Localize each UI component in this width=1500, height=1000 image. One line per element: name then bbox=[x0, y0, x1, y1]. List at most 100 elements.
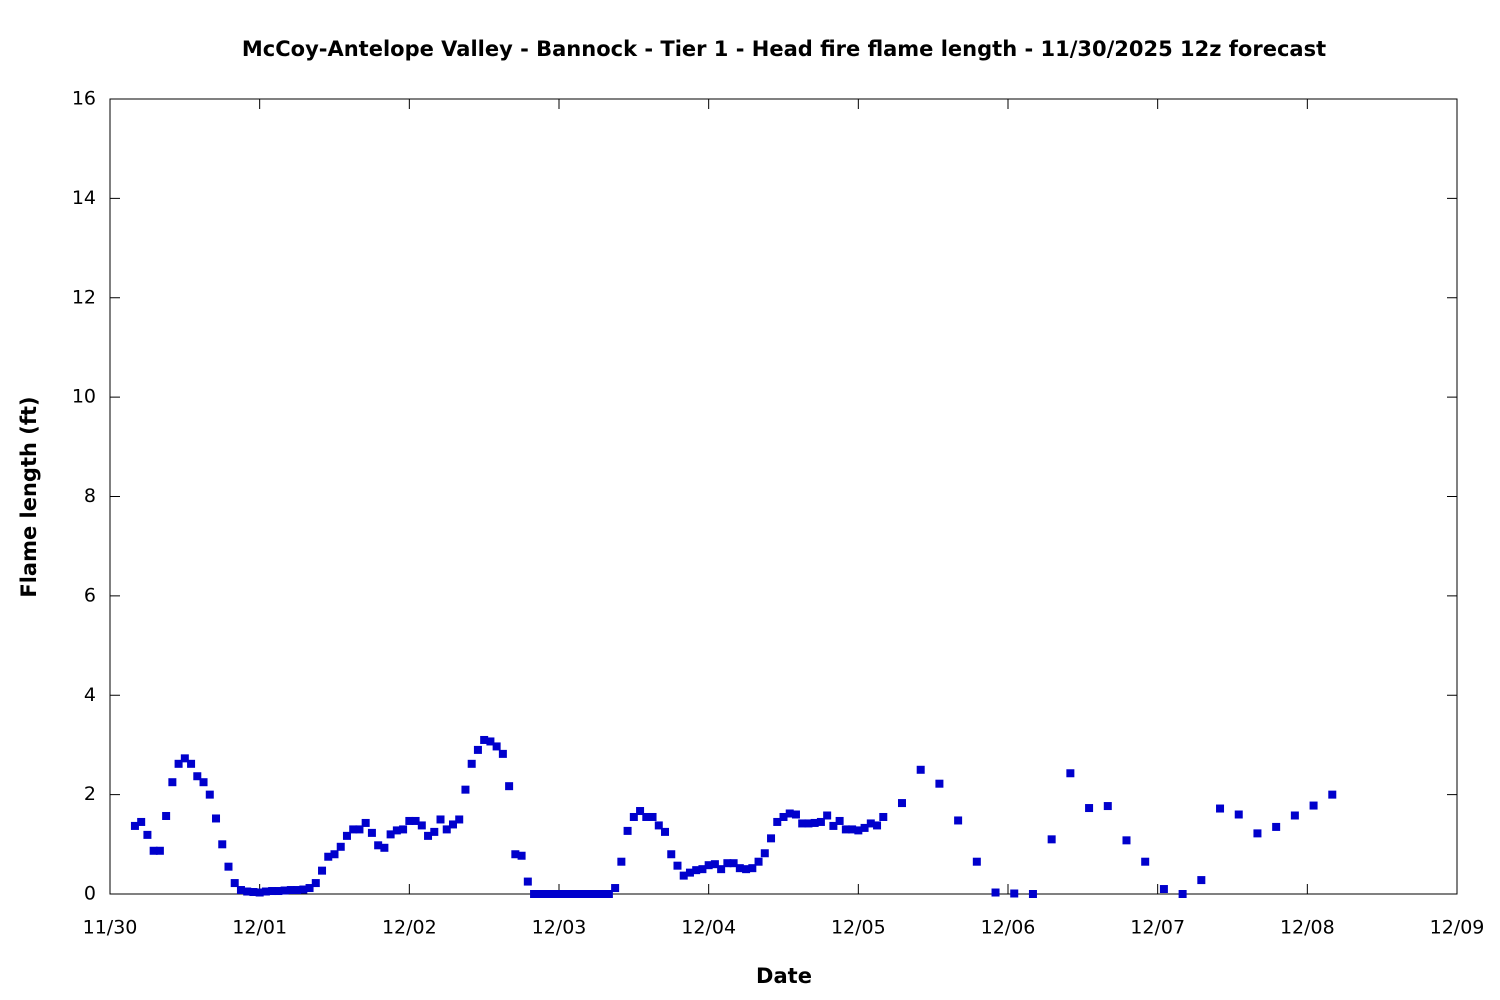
point bbox=[804, 819, 813, 828]
point bbox=[704, 861, 713, 870]
point bbox=[1234, 810, 1243, 819]
point bbox=[729, 859, 738, 868]
point bbox=[162, 811, 171, 820]
point bbox=[698, 865, 707, 874]
x-axis-label: Date bbox=[756, 964, 812, 988]
point bbox=[623, 826, 632, 835]
point bbox=[293, 886, 302, 895]
point bbox=[1141, 857, 1150, 866]
point bbox=[561, 890, 570, 898]
y-tick-label: 14 bbox=[72, 187, 96, 209]
point bbox=[767, 834, 776, 843]
point bbox=[205, 790, 214, 799]
point bbox=[1272, 822, 1281, 831]
y-tick-label: 8 bbox=[84, 485, 96, 507]
point bbox=[1290, 811, 1299, 820]
point bbox=[311, 879, 320, 888]
point bbox=[848, 825, 857, 834]
point bbox=[467, 759, 476, 768]
point bbox=[654, 821, 663, 830]
point bbox=[717, 865, 726, 874]
point bbox=[1122, 836, 1131, 845]
y-axis-label: Flame length (ft) bbox=[17, 396, 41, 597]
point bbox=[386, 830, 395, 839]
y-tick-label: 10 bbox=[72, 386, 96, 408]
point bbox=[324, 852, 333, 861]
point bbox=[835, 816, 844, 825]
point bbox=[754, 857, 763, 866]
point bbox=[1197, 876, 1206, 885]
point bbox=[1253, 829, 1262, 838]
point bbox=[841, 825, 850, 834]
point bbox=[1066, 769, 1075, 778]
point bbox=[342, 831, 351, 840]
point bbox=[511, 850, 520, 859]
point bbox=[798, 819, 807, 828]
point bbox=[1178, 890, 1187, 898]
point bbox=[685, 868, 694, 877]
point bbox=[748, 864, 757, 873]
point bbox=[779, 812, 788, 821]
point bbox=[498, 749, 507, 758]
point bbox=[592, 890, 601, 898]
point bbox=[236, 886, 245, 895]
point bbox=[430, 827, 439, 836]
point bbox=[579, 890, 588, 898]
point bbox=[829, 821, 838, 830]
point bbox=[455, 815, 464, 824]
point bbox=[673, 861, 682, 870]
point bbox=[224, 862, 233, 871]
x-tick-label: 12/07 bbox=[1130, 917, 1185, 939]
point bbox=[617, 857, 626, 866]
point bbox=[399, 825, 408, 834]
point bbox=[661, 827, 670, 836]
point bbox=[542, 890, 551, 898]
point bbox=[1028, 890, 1037, 898]
point bbox=[530, 890, 539, 898]
point bbox=[168, 778, 177, 787]
point bbox=[642, 812, 651, 821]
point bbox=[230, 879, 239, 888]
point bbox=[991, 888, 1000, 897]
point bbox=[1047, 835, 1056, 844]
x-tick-label: 12/01 bbox=[232, 917, 287, 939]
point bbox=[604, 890, 613, 898]
point bbox=[860, 823, 869, 832]
y-tick-label: 12 bbox=[72, 286, 96, 308]
point bbox=[548, 890, 557, 898]
point bbox=[823, 811, 832, 820]
point bbox=[255, 888, 264, 897]
y-tick-label: 2 bbox=[84, 783, 96, 805]
plot-frame bbox=[109, 98, 1458, 895]
point bbox=[735, 864, 744, 873]
point bbox=[523, 877, 532, 886]
point bbox=[367, 828, 376, 837]
y-tick-label: 0 bbox=[84, 883, 96, 905]
point bbox=[274, 887, 283, 896]
point bbox=[199, 778, 208, 787]
point bbox=[268, 887, 277, 896]
point bbox=[411, 816, 420, 825]
point bbox=[143, 830, 152, 839]
point bbox=[249, 888, 258, 897]
point bbox=[442, 825, 451, 834]
point bbox=[897, 799, 906, 808]
point bbox=[536, 890, 545, 898]
x-tick-label: 12/02 bbox=[382, 917, 437, 939]
x-tick-label: 12/08 bbox=[1280, 917, 1335, 939]
point bbox=[505, 782, 514, 791]
point bbox=[174, 759, 183, 768]
point bbox=[773, 817, 782, 826]
point bbox=[1216, 804, 1225, 813]
point bbox=[723, 859, 732, 868]
point bbox=[517, 851, 526, 860]
point bbox=[473, 745, 482, 754]
point bbox=[1010, 889, 1019, 898]
point bbox=[380, 843, 389, 852]
x-tick-label: 12/04 bbox=[681, 917, 736, 939]
point bbox=[598, 890, 607, 898]
point bbox=[424, 831, 433, 840]
point bbox=[486, 737, 495, 746]
point bbox=[318, 866, 327, 875]
